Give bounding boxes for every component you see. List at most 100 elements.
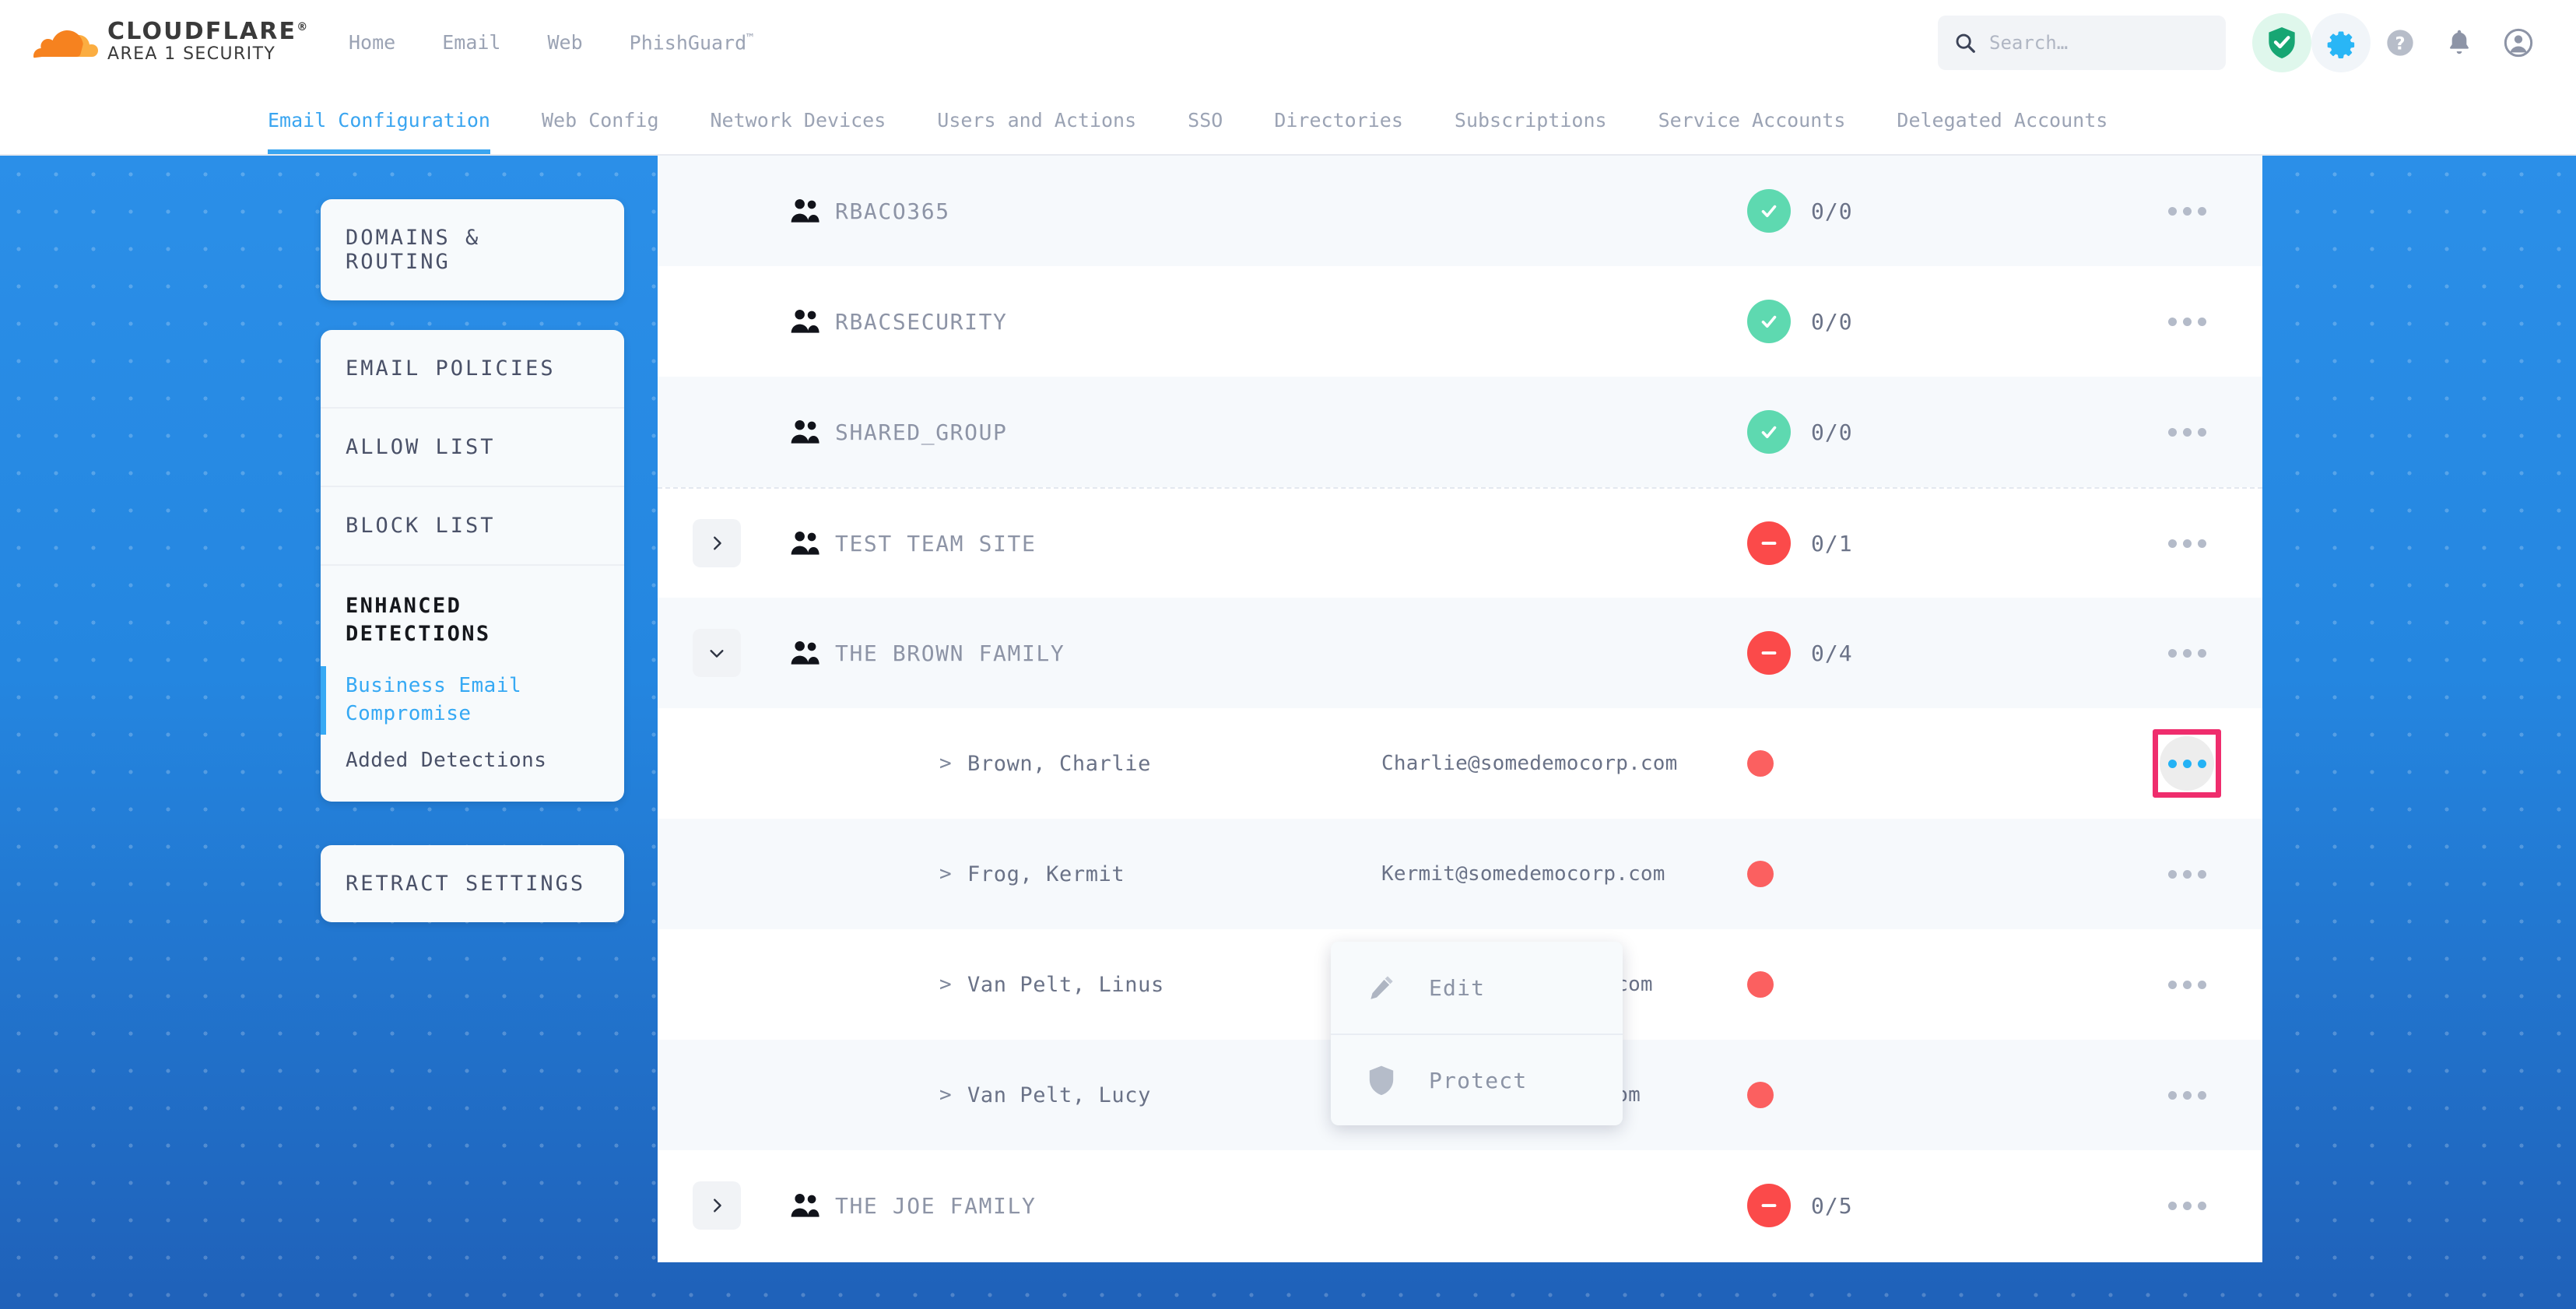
row-actions-button[interactable] <box>2160 626 2214 680</box>
status-count: 0/4 <box>1811 640 1853 666</box>
nav-email[interactable]: Email <box>442 31 501 54</box>
user-avatar-icon <box>2504 28 2533 58</box>
sidebar-item-added-detections[interactable]: Added Detections <box>346 749 547 772</box>
group-people-icon <box>791 419 819 444</box>
bell-icon <box>2450 30 2469 54</box>
status-count: 0/5 <box>1811 1192 1853 1219</box>
group-people-icon <box>791 198 819 223</box>
tab-email-configuration[interactable]: Email Configuration <box>268 86 490 154</box>
shield-icon <box>1363 1062 1399 1098</box>
table-row[interactable]: SHARED_GROUP 0/0 <box>658 377 2262 487</box>
status-badge: 0/0 <box>1747 300 1853 343</box>
status-count: 0/1 <box>1811 530 1853 556</box>
group-name: THE BROWN FAMILY <box>835 640 1065 666</box>
menu-item-protect[interactable]: Protect <box>1331 1034 1623 1125</box>
brand-logo[interactable]: CLOUDFLARE® AREA 1 SECURITY <box>31 19 327 66</box>
help-circle-icon-button[interactable]: ? <box>2371 13 2430 72</box>
tab-service-accounts[interactable]: Service Accounts <box>1658 108 1846 132</box>
member-chevron-icon: > <box>939 973 952 996</box>
sidebar-item-block-list[interactable]: BLOCK LIST <box>321 486 624 564</box>
menu-item-label: Edit <box>1429 974 1486 1001</box>
table-row[interactable]: RBACSECURITY 0/0 <box>658 266 2262 377</box>
status-ok-icon <box>1747 300 1791 343</box>
status-blocked-icon <box>1747 631 1791 675</box>
brand-name: CLOUDFLARE® <box>107 19 309 44</box>
sidebar: DOMAINS & ROUTING EMAIL POLICIES ALLOW L… <box>321 199 624 922</box>
table-row[interactable]: > Brown, Charlie Charlie@somedemocorp.co… <box>658 708 2262 819</box>
status-dot-icon <box>1747 750 1774 777</box>
group-people-icon <box>791 1193 819 1217</box>
brand-subtitle: AREA 1 SECURITY <box>107 44 276 65</box>
group-name: RBACSECURITY <box>835 308 1008 335</box>
expand-row-button[interactable] <box>693 1181 741 1230</box>
tab-users-and-actions[interactable]: Users and Actions <box>937 108 1137 132</box>
row-actions-button[interactable] <box>2160 516 2214 570</box>
group-people-icon <box>791 640 819 665</box>
status-count: 0/0 <box>1811 198 1853 224</box>
status-badge: 0/1 <box>1747 521 1853 565</box>
status-badge <box>1747 861 1774 887</box>
row-actions-button[interactable] <box>2160 405 2214 459</box>
sidebar-item-allow-list[interactable]: ALLOW LIST <box>321 407 624 486</box>
sidebar-item-domains-routing[interactable]: DOMAINS & ROUTING <box>346 226 481 274</box>
tab-directories[interactable]: Directories <box>1274 108 1403 132</box>
group-name: THE JOE FAMILY <box>835 1192 1037 1219</box>
user-avatar-icon-button[interactable] <box>2489 13 2548 72</box>
sidebar-item-retract-settings[interactable]: RETRACT SETTINGS <box>346 871 586 896</box>
brand-trademark: ® <box>297 20 310 33</box>
row-actions-button[interactable] <box>2160 184 2214 238</box>
sidebar-item-business-email-compromise[interactable]: Business Email Compromise <box>321 663 624 738</box>
menu-item-edit[interactable]: Edit <box>1331 942 1623 1034</box>
search-input[interactable] <box>1989 32 2210 54</box>
table-row[interactable]: THE JOE FAMILY 0/5 <box>658 1150 2262 1261</box>
row-actions-button[interactable] <box>2160 736 2214 791</box>
member-chevron-icon: > <box>939 1083 952 1107</box>
shield-check-icon <box>2269 27 2295 58</box>
table-row[interactable]: RBACO365 0/0 <box>658 156 2262 266</box>
status-dot-icon <box>1747 861 1774 887</box>
status-ok-icon <box>1747 410 1791 454</box>
nav-web[interactable]: Web <box>547 31 583 54</box>
tab-subscriptions[interactable]: Subscriptions <box>1454 108 1607 132</box>
help-circle-icon: ? <box>2387 30 2413 56</box>
row-actions-button[interactable] <box>2160 847 2214 901</box>
search-icon <box>1956 33 1975 53</box>
gear-icon <box>2327 31 2355 58</box>
status-dot-icon <box>1747 971 1774 998</box>
chevron-down-icon <box>710 650 724 658</box>
expand-row-button[interactable] <box>693 519 741 567</box>
sidebar-header-enhanced-detections: ENHANCED DETECTIONS <box>321 564 624 663</box>
row-actions-button[interactable] <box>2160 1068 2214 1122</box>
tab-sso[interactable]: SSO <box>1188 108 1223 132</box>
sidebar-card-domains: DOMAINS & ROUTING <box>321 199 624 300</box>
row-actions-button[interactable] <box>2160 294 2214 349</box>
nav-home[interactable]: Home <box>349 31 396 54</box>
tab-web-config[interactable]: Web Config <box>541 108 659 132</box>
status-badge <box>1747 750 1774 777</box>
group-people-icon <box>791 309 819 333</box>
member-email: Kermit@somedemocorp.com <box>1381 862 1665 886</box>
search-box[interactable] <box>1938 16 2226 70</box>
row-actions-button[interactable] <box>2160 1178 2214 1233</box>
table-row[interactable]: THE BROWN FAMILY 0/4 <box>658 598 2262 708</box>
gear-icon-button[interactable] <box>2311 13 2371 72</box>
table-row[interactable]: > Frog, Kermit Kermit@somedemocorp.com <box>658 819 2262 929</box>
shield-check-icon-button[interactable] <box>2252 13 2311 72</box>
table-row[interactable]: TEST TEAM SITE 0/1 <box>658 487 2262 598</box>
row-actions-button[interactable] <box>2160 957 2214 1012</box>
status-count: 0/0 <box>1811 419 1853 445</box>
menu-item-label: Protect <box>1429 1067 1528 1093</box>
status-blocked-icon <box>1747 521 1791 565</box>
sidebar-item-email-policies[interactable]: EMAIL POLICIES <box>346 356 556 381</box>
cloudflare-cloud-icon <box>33 30 98 58</box>
tab-delegated-accounts[interactable]: Delegated Accounts <box>1897 108 2108 132</box>
status-badge: 0/0 <box>1747 189 1853 233</box>
collapse-row-button[interactable] <box>693 629 741 677</box>
svg-text:?: ? <box>2395 34 2405 54</box>
main-navigation: Home Email Web PhishGuard™ <box>349 31 753 54</box>
tab-network-devices[interactable]: Network Devices <box>710 108 886 132</box>
bell-icon-button[interactable] <box>2430 13 2489 72</box>
sub-navigation: Email Configuration Web Config Network D… <box>0 86 2576 156</box>
nav-phishguard[interactable]: PhishGuard™ <box>629 31 754 54</box>
member-name: Frog, Kermit <box>967 862 1125 886</box>
